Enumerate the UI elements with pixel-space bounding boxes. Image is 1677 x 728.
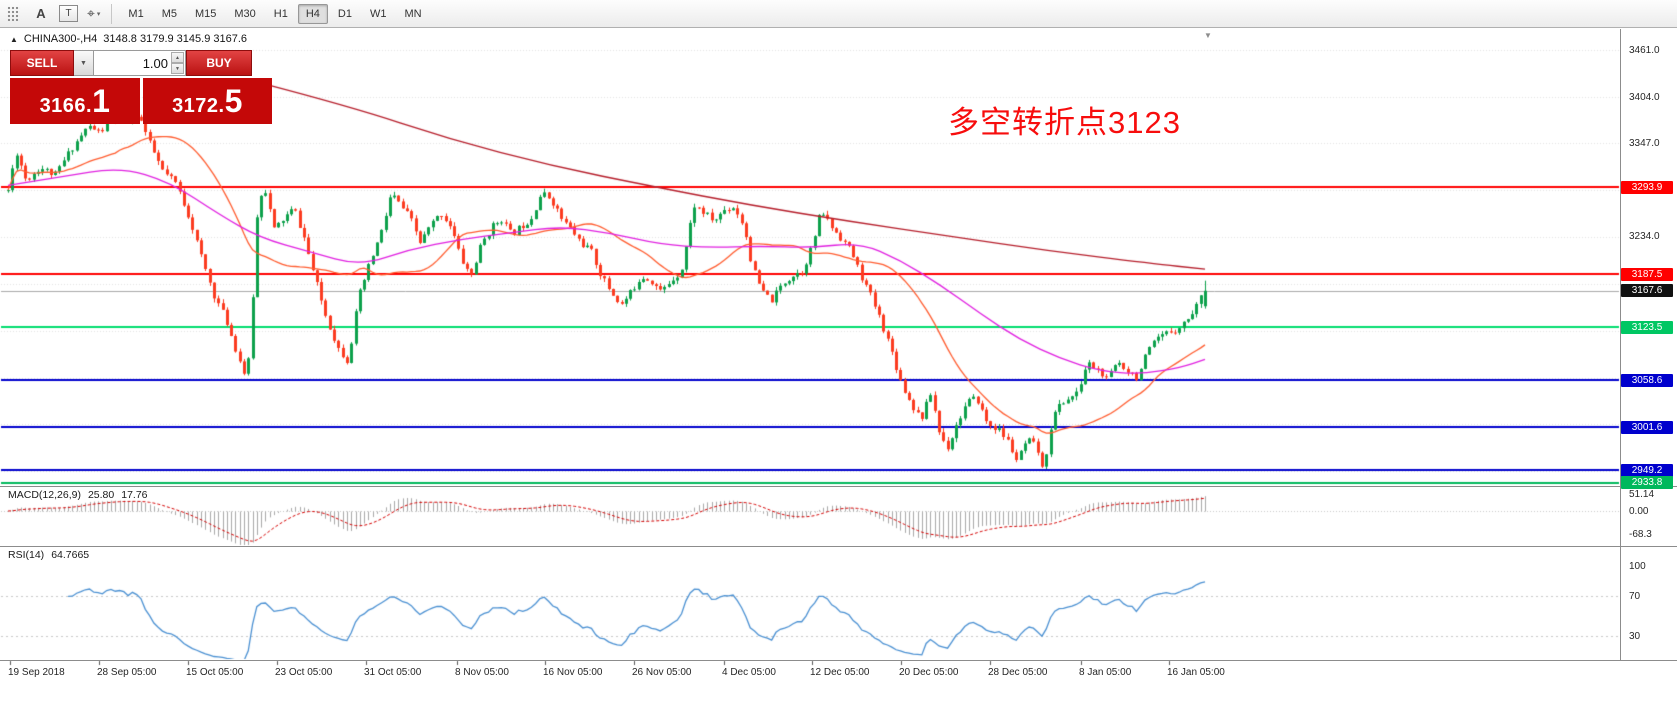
timeframe-group: M1 M5 M15 M30 H1 H4 D1 W1 MN xyxy=(120,3,429,24)
volume-field: ▲ ▼ xyxy=(94,50,186,76)
toolbar: A T ⌖ ▾ M1 M5 M15 M30 H1 H4 D1 W1 MN xyxy=(0,0,1677,28)
time-axis-separator xyxy=(0,660,1677,661)
chevron-down-icon: ▾ xyxy=(96,10,101,18)
volume-spinner: ▲ ▼ xyxy=(171,52,184,74)
trade-options-dropdown[interactable]: ▼ xyxy=(74,50,94,76)
buy-price-main: 3172. xyxy=(172,94,225,117)
buy-price-display[interactable]: 3172. 5 xyxy=(142,78,272,124)
timeframe-h4-button[interactable]: H4 xyxy=(297,3,328,24)
time-axis[interactable] xyxy=(0,660,1620,686)
buy-price-big-digit: 5 xyxy=(224,82,243,119)
macd-name: MACD(12,26,9) xyxy=(8,489,81,501)
timeframe-m1-button[interactable]: M1 xyxy=(128,7,144,20)
sell-price-main: 3166. xyxy=(39,94,93,117)
crosshair-icon: ⌖ xyxy=(87,5,95,21)
timeframe-d1-button[interactable]: D1 xyxy=(337,7,352,20)
pane-separator-macd[interactable] xyxy=(0,486,1677,487)
pane-separator-rsi[interactable] xyxy=(0,546,1677,547)
chart-text-annotation: 多空转折点3123 xyxy=(948,105,1181,140)
rsi-indicator-label: RSI(14) 64.7665 xyxy=(8,549,89,561)
symbol-marker-icon: ▲ xyxy=(10,34,18,44)
chart-title: ▲ CHINA300-,H4 3148.8 3179.9 3145.9 3167… xyxy=(10,33,247,45)
macd-signal-value: 17.76 xyxy=(121,489,148,501)
chart-symbol-timeframe: CHINA300-,H4 xyxy=(23,33,98,45)
spinner-down-icon[interactable]: ▼ xyxy=(171,63,184,74)
buy-button[interactable]: BUY xyxy=(186,50,252,76)
timeframe-w1-button[interactable]: W1 xyxy=(369,7,387,20)
price-axis[interactable] xyxy=(1620,29,1677,660)
macd-indicator-label: MACD(12,26,9) 25.80 17.76 xyxy=(8,489,148,501)
volume-input[interactable] xyxy=(94,51,185,75)
sell-button[interactable]: SELL xyxy=(10,50,74,76)
text-annotation-tool-icon[interactable]: A xyxy=(36,6,46,21)
cursor-tool[interactable]: ⌖ ▾ xyxy=(87,3,100,25)
one-click-trade-panel: SELL ▼ ▲ ▼ BUY 3166.1 3172.5 xyxy=(10,50,272,124)
price-axis-separator xyxy=(1620,29,1621,660)
macd-value: 25.80 xyxy=(87,489,115,501)
timeframe-mn-button[interactable]: MN xyxy=(404,7,422,20)
rsi-name: RSI(14) xyxy=(8,549,45,561)
sell-price-big-digit: 1 xyxy=(92,82,110,119)
rsi-value: 64.7665 xyxy=(51,549,90,561)
timeframe-m5-button[interactable]: M5 xyxy=(161,7,177,20)
timeframe-h1-button[interactable]: H1 xyxy=(273,7,288,20)
chart-ohlc-values: 3148.8 3179.9 3145.9 3167.6 xyxy=(103,33,248,45)
timeframe-m15-button[interactable]: M15 xyxy=(194,7,217,20)
timeframe-m30-button[interactable]: M30 xyxy=(234,7,256,20)
text-label-tool-icon[interactable]: T xyxy=(59,5,78,22)
toolbar-separator xyxy=(111,3,113,24)
chart-shift-marker-icon: ▼ xyxy=(1204,31,1212,40)
sell-price-display[interactable]: 3166. 1 xyxy=(10,78,140,124)
spinner-up-icon[interactable]: ▲ xyxy=(171,52,184,63)
grip-icon[interactable] xyxy=(7,6,20,21)
